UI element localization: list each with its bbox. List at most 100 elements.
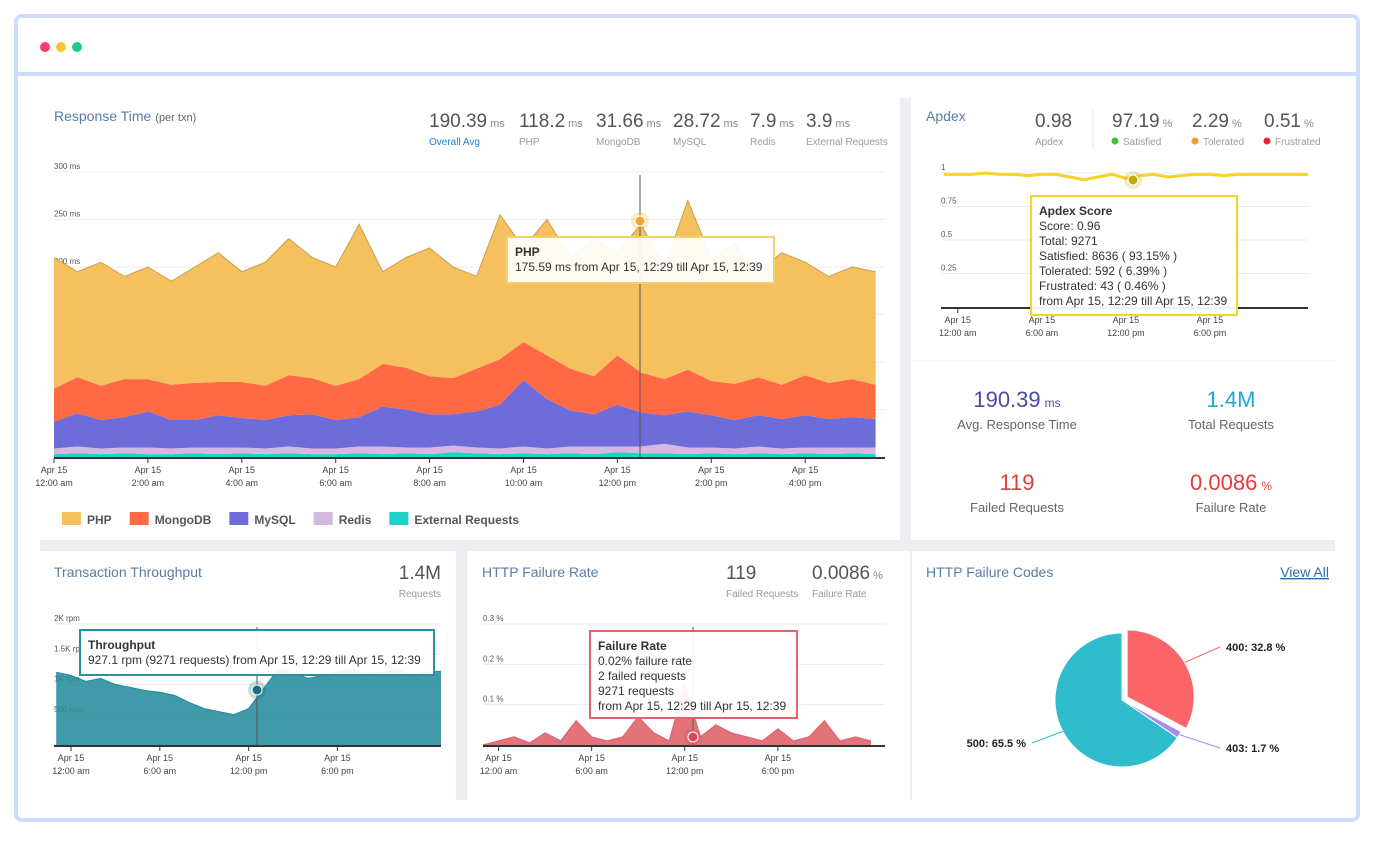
y-tick-label: 0.5 — [941, 230, 953, 239]
pie-label: 500: 65.5 % — [967, 738, 1027, 750]
area — [54, 200, 876, 389]
stat-label: Satisfied — [1123, 137, 1161, 148]
value: 7.9 — [750, 111, 776, 132]
x-tick-label: 2:00 am — [132, 478, 165, 488]
unit: % — [1163, 118, 1173, 130]
tooltip-line: Satisfied: 8636 ( 93.15% ) — [1039, 249, 1177, 263]
x-tick-label: 4:00 am — [226, 478, 259, 488]
summary-value: 1.4M — [1207, 387, 1256, 412]
tooltip-line: 175.59 ms from Apr 15, 12:29 till Apr 15… — [515, 260, 763, 274]
pie-slice — [1054, 632, 1179, 768]
legend-swatch — [313, 512, 333, 525]
view-all-link[interactable]: View All — [1280, 564, 1329, 580]
tooltip-line: 2 failed requests — [598, 669, 686, 683]
summary-label: Total Requests — [1188, 417, 1274, 432]
unit: ms — [835, 118, 850, 130]
panel — [911, 98, 1335, 540]
x-tick-label: 12:00 am — [35, 478, 73, 488]
unit: % — [873, 570, 883, 582]
value: 2.29 — [1192, 111, 1229, 132]
legend-label: MySQL — [254, 513, 295, 527]
pie-label: 403: 1.7 % — [1226, 743, 1279, 755]
x-tick-date: Apr 15 — [510, 465, 537, 475]
pie-label: 400: 32.8 % — [1226, 642, 1286, 654]
summary-label: Failed Requests — [970, 500, 1064, 515]
x-tick-label: 6:00 pm — [762, 766, 795, 776]
leader-line — [1179, 734, 1221, 749]
tooltip-line: 0.02% failure rate — [598, 654, 692, 668]
window-button[interactable] — [40, 42, 50, 52]
status-dot — [1191, 137, 1199, 145]
legend-label: External Requests — [414, 513, 519, 527]
tooltip-title: Failure Rate — [598, 639, 667, 653]
hover-dot — [1127, 174, 1139, 186]
x-tick-label: 12:00 pm — [599, 478, 637, 488]
x-tick-date: Apr 15 — [235, 753, 262, 763]
summary-label: Failure Rate — [1196, 500, 1267, 515]
x-tick-date: Apr 15 — [578, 753, 605, 763]
value: 0.0086 — [1190, 470, 1257, 495]
y-tick-label: 300 ms — [54, 162, 80, 171]
x-tick-label: 10:00 am — [505, 478, 543, 488]
area — [56, 669, 442, 745]
x-tick-date: Apr 15 — [135, 465, 162, 475]
title: Apdex — [926, 108, 966, 124]
window-button[interactable] — [72, 42, 82, 52]
tooltip-line: Frustrated: 43 ( 0.46% ) — [1039, 279, 1166, 293]
stat-value: 0.51% — [1264, 111, 1314, 132]
tooltip-title: Apdex Score — [1039, 204, 1113, 218]
status-dot — [1111, 137, 1119, 145]
x-tick-label: 6:00 am — [144, 766, 177, 776]
y-tick-label: 1.5K rpm — [54, 644, 87, 653]
y-tick-label: 2K rpm — [54, 614, 80, 623]
x-tick-date: Apr 15 — [229, 465, 256, 475]
title: HTTP Failure Rate — [482, 564, 599, 580]
stat-value: 28.72 ms — [673, 111, 739, 132]
x-tick-label: 12:00 am — [480, 766, 518, 776]
y-tick-label: 0.2 % — [483, 654, 503, 663]
x-tick-label: 12:00 am — [939, 328, 977, 338]
x-tick-date: Apr 15 — [1197, 315, 1224, 325]
tooltip-box — [589, 630, 798, 719]
stat-value: 118.2 ms — [519, 111, 583, 132]
x-tick-label: 8:00 am — [413, 478, 446, 488]
legend-swatch — [62, 512, 81, 525]
area — [54, 380, 876, 449]
value: 119 — [726, 563, 756, 584]
legend-label: Redis — [339, 513, 372, 527]
window-button[interactable] — [56, 42, 66, 52]
stat-value: 1.4M — [399, 563, 441, 584]
unit: ms — [490, 118, 505, 130]
stat-value: 2.29% — [1192, 111, 1242, 132]
unit: ms — [647, 118, 662, 130]
stat-value: 0.98 — [1035, 111, 1072, 132]
panel-title: Transaction Throughput — [54, 564, 202, 580]
value: 0.0086 — [812, 563, 870, 584]
stat-label: Redis — [750, 137, 776, 148]
stat-value: 97.19% — [1112, 111, 1173, 132]
stat-label: Frustrated — [1275, 137, 1321, 148]
legend-swatch — [129, 512, 149, 525]
stat-label: Overall Avg — [429, 137, 480, 148]
summary-label: Avg. Response Time — [957, 417, 1077, 432]
unit: ms — [779, 118, 794, 130]
x-tick-date: Apr 15 — [416, 465, 443, 475]
value: 118.2 — [519, 111, 565, 132]
x-tick-date: Apr 15 — [945, 315, 972, 325]
value: 190.39 — [973, 387, 1040, 412]
panel-title: Apdex — [926, 108, 966, 124]
value: 1.4M — [399, 563, 441, 584]
stat-value: 7.9 ms — [750, 111, 795, 132]
value: 31.66 — [596, 111, 644, 132]
summary-value: 0.0086% — [1190, 470, 1272, 495]
x-tick-date: Apr 15 — [147, 753, 174, 763]
status-dot — [1263, 137, 1271, 145]
tooltip-title: Throughput — [88, 638, 155, 652]
legend-label: MongoDB — [155, 513, 212, 527]
x-tick-label: 2:00 pm — [695, 478, 728, 488]
stat-label: External Requests — [806, 137, 888, 148]
tooltip-line: from Apr 15, 12:29 till Apr 15, 12:39 — [598, 699, 786, 713]
x-tick-date: Apr 15 — [604, 465, 631, 475]
x-tick-label: 4:00 pm — [789, 478, 822, 488]
